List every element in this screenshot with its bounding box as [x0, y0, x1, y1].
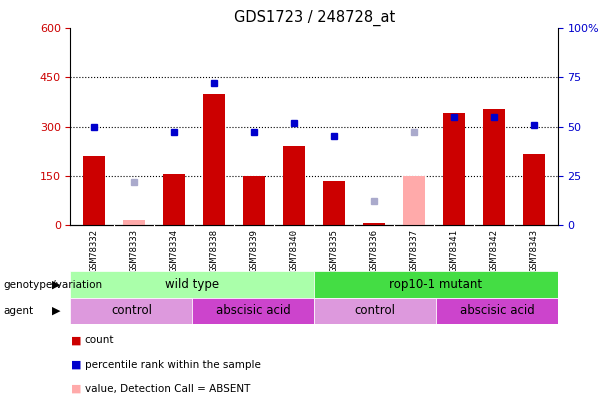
Text: abscisic acid: abscisic acid: [216, 304, 291, 318]
Bar: [83, 156, 105, 225]
Text: control: control: [354, 304, 395, 318]
Text: GSM78341: GSM78341: [449, 228, 459, 271]
Bar: [403, 176, 425, 225]
Text: value, Detection Call = ABSENT: value, Detection Call = ABSENT: [85, 384, 250, 394]
Text: GSM78335: GSM78335: [330, 228, 338, 271]
Text: GSM78336: GSM78336: [370, 228, 379, 271]
Text: count: count: [85, 335, 114, 345]
Text: GSM78334: GSM78334: [170, 228, 179, 271]
Bar: [314, 298, 436, 324]
Bar: [443, 113, 465, 225]
Text: GSM78333: GSM78333: [130, 228, 139, 271]
Text: GSM78342: GSM78342: [489, 228, 498, 271]
Bar: [70, 298, 192, 324]
Bar: [483, 109, 505, 225]
Text: ■: ■: [70, 360, 81, 369]
Bar: [192, 298, 314, 324]
Bar: [243, 176, 265, 225]
Text: control: control: [111, 304, 152, 318]
Text: GSM78339: GSM78339: [249, 228, 259, 271]
Text: ▶: ▶: [52, 279, 61, 290]
Text: percentile rank within the sample: percentile rank within the sample: [85, 360, 261, 369]
Bar: [314, 271, 558, 298]
Bar: [363, 223, 385, 225]
Text: ■: ■: [70, 384, 81, 394]
Title: GDS1723 / 248728_at: GDS1723 / 248728_at: [234, 9, 395, 26]
Text: GSM78332: GSM78332: [90, 228, 99, 271]
Text: GSM78337: GSM78337: [409, 228, 419, 271]
Text: ▶: ▶: [52, 306, 61, 316]
Text: ■: ■: [70, 335, 81, 345]
Text: GSM78343: GSM78343: [530, 228, 538, 271]
Text: genotype/variation: genotype/variation: [3, 279, 102, 290]
Bar: [204, 94, 226, 225]
Bar: [123, 220, 145, 225]
Bar: [523, 154, 545, 225]
Bar: [436, 298, 558, 324]
Text: GSM78338: GSM78338: [210, 228, 219, 271]
Text: agent: agent: [3, 306, 33, 316]
Bar: [164, 174, 185, 225]
Text: GSM78340: GSM78340: [290, 228, 299, 271]
Bar: [70, 271, 314, 298]
Bar: [283, 146, 305, 225]
Text: abscisic acid: abscisic acid: [460, 304, 535, 318]
Text: wild type: wild type: [166, 278, 219, 291]
Text: rop10-1 mutant: rop10-1 mutant: [389, 278, 482, 291]
Bar: [323, 181, 345, 225]
